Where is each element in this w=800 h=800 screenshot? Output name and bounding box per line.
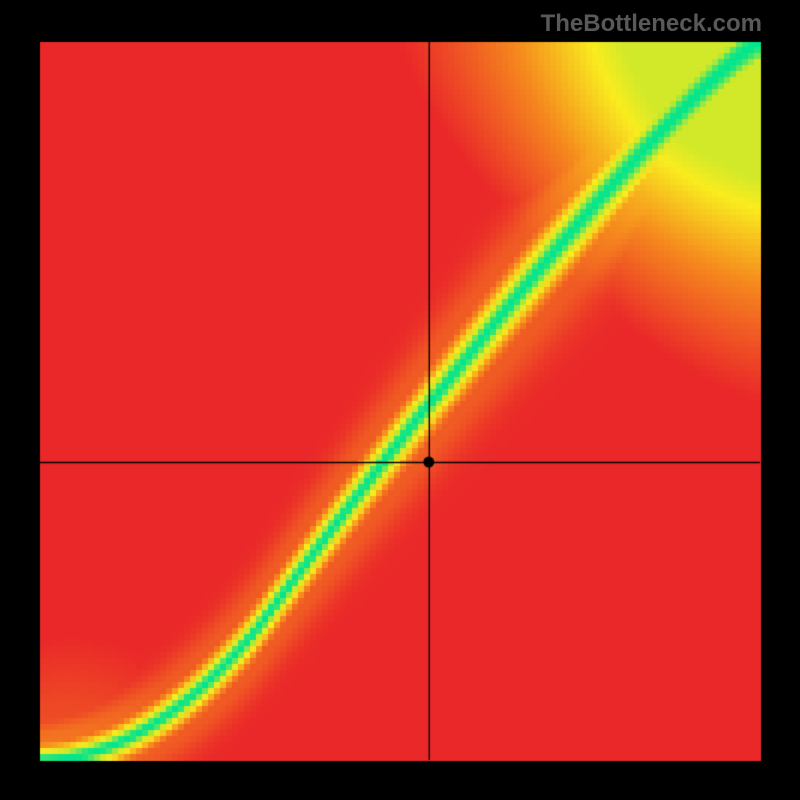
heatmap-canvas: [0, 0, 800, 800]
chart-container: TheBottleneck.com: [0, 0, 800, 800]
watermark-text: TheBottleneck.com: [541, 10, 762, 38]
